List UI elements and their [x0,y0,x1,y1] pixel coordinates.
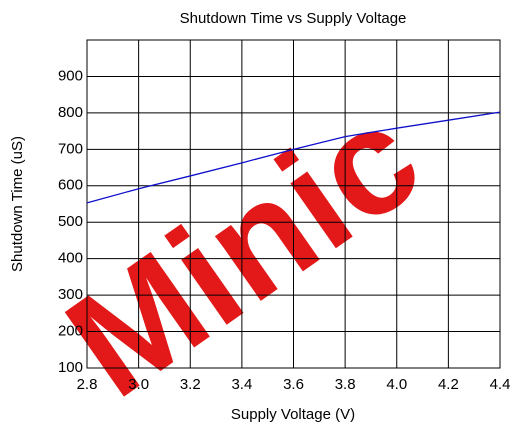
x-tick-label: 3.8 [335,376,356,393]
y-tick-label: 200 [58,323,83,340]
y-axis-label: Shutdown Time (uS) [9,136,26,272]
y-tick-label: 800 [58,104,83,121]
x-tick-label: 3.0 [128,376,149,393]
chart-title: Shutdown Time vs Supply Voltage [180,10,407,27]
data-line [86,111,501,204]
y-tick-label: 500 [58,213,83,230]
x-tick-label: 2.8 [77,376,98,393]
y-tick-label: 400 [58,250,83,267]
x-axis-label: Supply Voltage (V) [231,406,355,423]
x-tick-label: 3.6 [283,376,304,393]
x-tick-label: 3.2 [180,376,201,393]
y-tick-label: 100 [58,359,83,376]
x-tick-label: 4.2 [438,376,459,393]
y-tick-label: 300 [58,286,83,303]
x-tick-label: 3.4 [231,376,252,393]
x-tick-label: 4.4 [490,376,511,393]
y-tick-label: 900 [58,67,83,84]
y-tick-label: 700 [58,140,83,157]
y-tick-label: 600 [58,177,83,194]
x-tick-label: 4.0 [386,376,407,393]
